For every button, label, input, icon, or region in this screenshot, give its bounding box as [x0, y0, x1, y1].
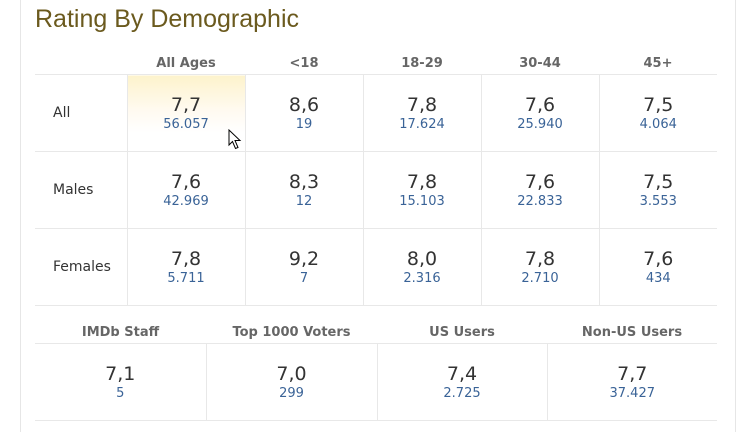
- header-imdb-staff: IMDb Staff: [35, 321, 206, 344]
- rating-cell[interactable]: 7,4 2.725: [376, 343, 547, 421]
- group-values-row: 7,1 5 7,0 299 7,4 2.725 7,7 37.427: [35, 343, 717, 421]
- header-45-plus: 45+: [599, 52, 717, 75]
- rating-cell[interactable]: 8,0 2.316: [362, 228, 481, 306]
- rating-value: 7,6: [643, 247, 674, 270]
- rating-value: 7,8: [524, 247, 556, 270]
- rating-value: 7,7: [170, 93, 202, 116]
- rating-value: 7,8: [170, 247, 202, 270]
- rating-cell[interactable]: 7,6 42.969: [126, 151, 245, 229]
- header-top-1000-voters: Top 1000 Voters: [206, 321, 377, 344]
- row-females: Females 7,8 5.711 9,2 7 8,0 2.316 7,8 2.710 …: [35, 228, 717, 306]
- corner-header: [35, 52, 127, 75]
- rating-value: 7,6: [170, 170, 202, 193]
- rating-cell[interactable]: 7,1 5: [35, 343, 206, 421]
- votes-link[interactable]: 56.057: [163, 116, 209, 132]
- row-label: Females: [35, 228, 127, 306]
- header-non-us-users: Non-US Users: [547, 321, 717, 344]
- rating-cell[interactable]: 7,8 2.710: [480, 228, 599, 306]
- votes-link[interactable]: 2.316: [403, 270, 441, 286]
- header-18-29: 18-29: [363, 52, 481, 75]
- rating-value: 8,6: [288, 93, 320, 116]
- votes-link[interactable]: 37.427: [609, 385, 656, 401]
- row-males: Males 7,6 42.969 8,3 12 7,8 15.103 7,6 22.83…: [35, 151, 717, 229]
- row-label: Males: [35, 151, 127, 229]
- rating-value: 8,0: [406, 247, 438, 270]
- rating-cell[interactable]: 7,8 5.711: [126, 228, 245, 306]
- rating-cell[interactable]: 7,8 15.103: [362, 151, 481, 229]
- votes-link[interactable]: 299: [279, 385, 304, 401]
- header-30-44: 30-44: [481, 52, 599, 75]
- votes-link[interactable]: 4.064: [639, 116, 677, 132]
- rating-value: 7,8: [406, 93, 438, 116]
- votes-link[interactable]: 5: [116, 385, 125, 401]
- votes-link[interactable]: 15.103: [399, 193, 445, 209]
- votes-link[interactable]: 7: [299, 270, 309, 286]
- rating-cell[interactable]: 7,7 37.427: [546, 343, 717, 421]
- votes-link[interactable]: 3.553: [639, 193, 677, 209]
- rating-value: 7,5: [643, 93, 674, 116]
- mouse-pointer-icon: [228, 129, 242, 150]
- row-label: All: [35, 74, 127, 152]
- rating-value: 7,1: [105, 362, 136, 385]
- votes-link[interactable]: 5.711: [167, 270, 205, 286]
- votes-link[interactable]: 12: [295, 193, 313, 209]
- votes-link[interactable]: 2.725: [443, 385, 481, 401]
- rating-cell[interactable]: 7,6 22.833: [480, 151, 599, 229]
- votes-link[interactable]: 434: [645, 270, 671, 286]
- votes-link[interactable]: 2.710: [521, 270, 559, 286]
- rating-value: 7,5: [643, 170, 674, 193]
- rating-cell[interactable]: 7,5 4.064: [598, 74, 717, 152]
- rating-cell[interactable]: 7,8 17.624: [362, 74, 481, 152]
- rating-cell[interactable]: 7,6 25.940: [480, 74, 599, 152]
- header-under-18: <18: [245, 52, 363, 75]
- rating-value: 7,6: [524, 93, 556, 116]
- votes-link[interactable]: 25.940: [517, 116, 563, 132]
- group-header-row: IMDb Staff Top 1000 Voters US Users Non-…: [35, 321, 717, 344]
- rating-cell[interactable]: 7,6 434: [598, 228, 717, 306]
- ratings-panel: [20, 0, 736, 432]
- rating-value: 7,6: [524, 170, 556, 193]
- rating-value: 7,0: [276, 362, 307, 385]
- rating-cell[interactable]: 9,2 7: [244, 228, 363, 306]
- rating-value: 8,3: [288, 170, 320, 193]
- header-us-users: US Users: [377, 321, 547, 344]
- votes-link[interactable]: 22.833: [517, 193, 563, 209]
- other-groups-table: IMDb Staff Top 1000 Voters US Users Non-…: [35, 321, 717, 421]
- rating-cell[interactable]: 7,0 299: [205, 343, 377, 421]
- rating-cell[interactable]: 8,6 19: [244, 74, 363, 152]
- rating-value: 7,7: [617, 362, 648, 385]
- age-header-row: All Ages <18 18-29 30-44 45+: [35, 52, 717, 75]
- rating-value: 7,4: [446, 362, 478, 385]
- rating-cell[interactable]: 7,5 3.553: [598, 151, 717, 229]
- votes-link[interactable]: 19: [295, 116, 313, 132]
- page-title: Rating By Demographic: [35, 5, 300, 33]
- row-all: All 7,7 56.057 8,6 19 7,8 17.624 7,6 25.940 …: [35, 74, 717, 152]
- rating-cell[interactable]: 7,7 56.057: [126, 74, 245, 152]
- rating-value: 7,8: [406, 170, 438, 193]
- votes-link[interactable]: 42.969: [163, 193, 209, 209]
- demographic-table: All Ages <18 18-29 30-44 45+ All 7,7 56.0…: [35, 52, 717, 306]
- header-all-ages: All Ages: [127, 52, 245, 75]
- votes-link[interactable]: 17.624: [399, 116, 445, 132]
- rating-value: 9,2: [288, 247, 320, 270]
- rating-cell[interactable]: 8,3 12: [244, 151, 363, 229]
